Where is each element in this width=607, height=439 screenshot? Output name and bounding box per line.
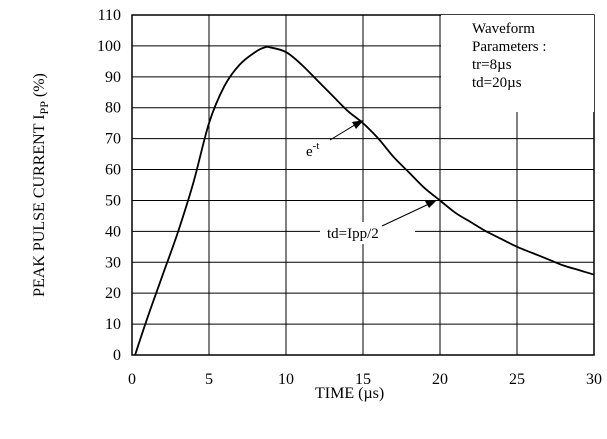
y-tick-label-7: 70: [105, 131, 121, 148]
legend-line-2: Parameters :: [472, 39, 547, 55]
x-tick-label-5: 25: [509, 371, 525, 388]
legend-frame: [441, 15, 594, 112]
legend-line-1: Waveform: [472, 21, 535, 37]
x-tick-label-3: 15: [355, 371, 371, 388]
x-tick-labels: 0 5 10 15 20 25 30: [128, 371, 602, 388]
x-tick-label-4: 20: [432, 371, 448, 388]
legend-line-4: td=20µs: [472, 75, 522, 91]
y-axis-label-subscript: PP: [37, 101, 51, 115]
annotation-td-label: td=Ipp/2: [327, 226, 379, 242]
x-tick-label-6: 30: [586, 371, 602, 388]
y-tick-label-9: 90: [105, 69, 121, 86]
y-tick-label-8: 80: [105, 100, 121, 117]
y-tick-label-5: 50: [105, 192, 121, 209]
y-tick-label-11: 110: [98, 7, 121, 24]
annotation-td: td=Ipp/2: [320, 200, 437, 244]
annotation-td-bg: [320, 222, 415, 244]
annotation-exp-superscript: -t: [313, 140, 320, 152]
legend-line-3: tr=8µs: [472, 57, 512, 73]
annotation-exp-bg: [303, 140, 343, 160]
y-tick-label-3: 30: [105, 254, 121, 271]
y-tick-label-6: 60: [105, 162, 121, 179]
annotation-exp-leader: [329, 122, 359, 141]
x-tick-label-0: 0: [128, 371, 136, 388]
annotation-exp-arrowhead: [352, 120, 364, 129]
x-tick-label-1: 5: [205, 371, 213, 388]
y-tick-labels: 0 10 20 30 40 50 60 70 80 90 100 110: [97, 7, 121, 364]
annotation-exp: e-t: [303, 120, 364, 160]
y-tick-label-1: 10: [105, 316, 121, 333]
annotation-exp-base: e-t: [306, 140, 319, 160]
x-tick-label-2: 10: [278, 371, 294, 388]
annotation-td-arrowhead: [425, 200, 437, 208]
x-axis-label: TIME (µs): [315, 385, 384, 402]
legend-box: Waveform Parameters : tr=8µs td=20µs: [441, 15, 594, 112]
y-tick-label-10: 100: [97, 38, 121, 55]
y-tick-label-4: 40: [105, 223, 121, 240]
y-tick-label-2: 20: [105, 285, 121, 302]
y-tick-label-0: 0: [113, 347, 121, 364]
annotation-td-leader: [381, 202, 432, 227]
plot-frame: [131, 14, 595, 356]
series-line: [134, 46, 595, 356]
y-axis-label: PEAK PULSE CURRENT IPP (%): [31, 73, 51, 297]
